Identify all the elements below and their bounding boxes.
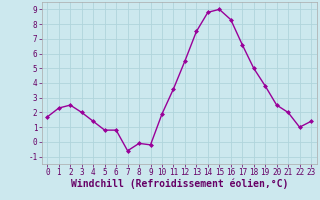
X-axis label: Windchill (Refroidissement éolien,°C): Windchill (Refroidissement éolien,°C) bbox=[70, 179, 288, 189]
